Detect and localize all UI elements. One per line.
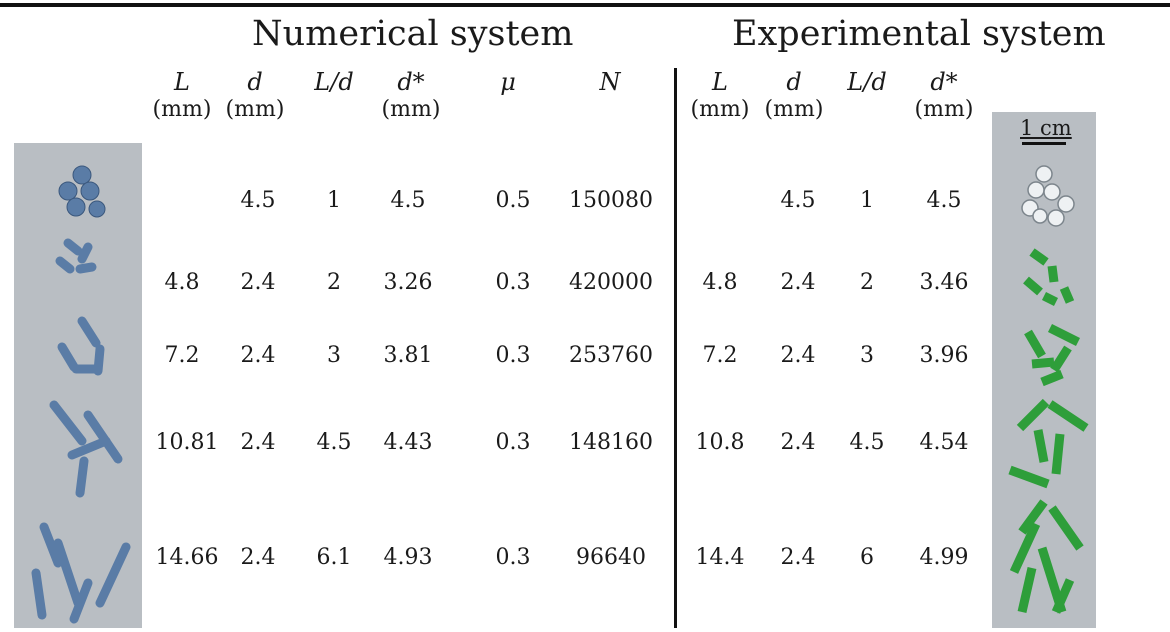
num-header-mu: μ: [500, 68, 516, 96]
exp-cell: 4.99: [919, 545, 969, 570]
num-cell: 2.4: [240, 545, 276, 570]
exp-cell: 4.5: [849, 430, 885, 455]
numerical-particles-image: [14, 143, 142, 628]
num-cell: 4.93: [383, 545, 433, 570]
num-cell: 3.81: [383, 343, 433, 368]
num-cell: 253760: [569, 343, 653, 368]
num-cell: 4.5: [240, 188, 276, 213]
experimental-particles-svg: [992, 112, 1096, 628]
exp-cell: 3.46: [919, 270, 969, 295]
exp-cell: 4.54: [919, 430, 969, 455]
system-divider: [674, 68, 677, 628]
num-cell: 0.3: [495, 430, 531, 455]
num-header-d: d (mm): [225, 68, 285, 122]
rods-ld6-cluster: [31, 522, 131, 624]
exp-cell: 3.96: [919, 343, 969, 368]
exp-cell: 10.8: [695, 430, 745, 455]
num-cell: 4.5: [390, 188, 426, 213]
exp-header-d-star: d* (mm): [914, 68, 974, 122]
num-cell: 4.8: [164, 270, 200, 295]
num-cell: 96640: [576, 545, 646, 570]
num-cell: 4.43: [383, 430, 433, 455]
scale-bar-label: 1 cm: [1020, 116, 1072, 140]
num-cell: 1: [327, 188, 341, 213]
num-cell: 10.81: [155, 430, 219, 455]
num-cell: 14.66: [155, 545, 219, 570]
exp-cell: 2: [860, 270, 874, 295]
exp-cell: 14.4: [695, 545, 745, 570]
rods-ld2-cluster: [55, 238, 97, 274]
num-cell: 6.1: [316, 545, 352, 570]
num-cell: 7.2: [164, 343, 200, 368]
num-header-L: L (mm): [152, 68, 212, 122]
spheres-cluster: [58, 165, 106, 218]
num-cell: 0.3: [495, 270, 531, 295]
exp-header-d: d (mm): [764, 68, 824, 122]
num-cell: 2.4: [240, 430, 276, 455]
exp-cell: 4.8: [702, 270, 738, 295]
num-cell: 2.4: [240, 270, 276, 295]
exp-cell: 2.4: [780, 545, 816, 570]
top-rule: [0, 3, 1170, 7]
glass-spheres: [1021, 165, 1075, 227]
num-header-L-over-d: L/d: [314, 68, 354, 96]
panel-background: [14, 143, 142, 628]
num-cell: 0.3: [495, 343, 531, 368]
exp-cell: 2.4: [780, 430, 816, 455]
green-rods: [1008, 248, 1089, 614]
num-cell: 4.5: [316, 430, 352, 455]
num-cell: 2: [327, 270, 341, 295]
num-cell: 420000: [569, 270, 653, 295]
exp-cell: 4.5: [926, 188, 962, 213]
exp-header-L: L (mm): [690, 68, 750, 122]
exp-header-L-over-d: L/d: [847, 68, 887, 96]
num-header-d-star: d* (mm): [381, 68, 441, 122]
num-cell: 2.4: [240, 343, 276, 368]
experimental-particles-image: 1 cm: [992, 112, 1096, 628]
exp-cell: 7.2: [702, 343, 738, 368]
numerical-system-title: Numerical system: [252, 14, 574, 54]
num-header-N: N: [599, 68, 621, 96]
experimental-system-title: Experimental system: [732, 14, 1106, 54]
num-cell: 0.3: [495, 545, 531, 570]
num-cell: 0.5: [495, 188, 531, 213]
num-cell: 3.26: [383, 270, 433, 295]
exp-cell: 1: [860, 188, 874, 213]
exp-cell: 4.5: [780, 188, 816, 213]
exp-cell: 3: [860, 343, 874, 368]
num-cell: 148160: [569, 430, 653, 455]
exp-cell: 6: [860, 545, 874, 570]
scale-bar-line: [1022, 142, 1066, 145]
exp-cell: 2.4: [780, 270, 816, 295]
num-cell: 3: [327, 343, 341, 368]
num-cell: 150080: [569, 188, 653, 213]
exp-cell: 2.4: [780, 343, 816, 368]
rods-ld45-cluster: [49, 400, 123, 498]
rods-ld3-cluster: [57, 316, 105, 376]
